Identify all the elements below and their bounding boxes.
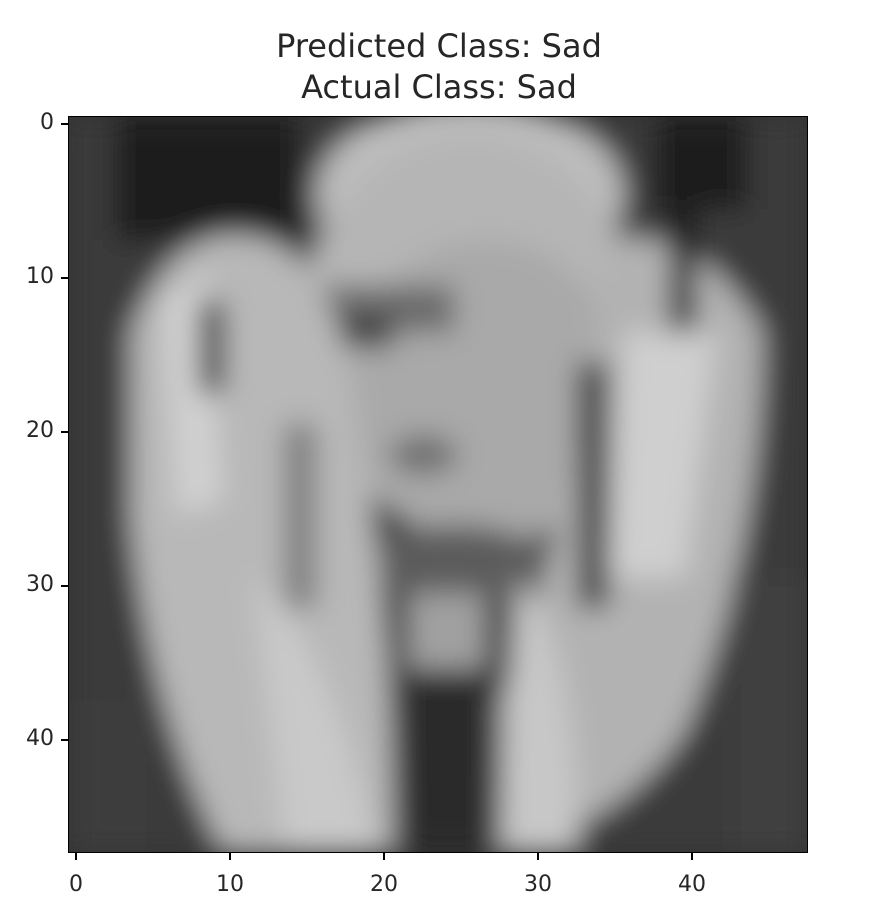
x-tick-label: 0: [69, 872, 83, 897]
grayscale-face-image: [69, 117, 807, 852]
y-tick-label: 40: [26, 726, 54, 751]
y-tick-mark: [61, 123, 68, 125]
x-tick-label: 20: [370, 872, 398, 897]
image-plot-area: [68, 116, 808, 853]
y-tick-label: 20: [26, 418, 54, 443]
x-tick-mark: [537, 853, 539, 860]
x-tick-label: 30: [524, 872, 552, 897]
y-tick-mark: [61, 431, 68, 433]
y-tick-label: 0: [40, 110, 54, 135]
x-tick-mark: [383, 853, 385, 860]
x-tick-mark: [229, 853, 231, 860]
y-tick-mark: [61, 739, 68, 741]
y-tick-label: 30: [26, 572, 54, 597]
x-tick-mark: [75, 853, 77, 860]
y-tick-mark: [61, 277, 68, 279]
plot-title-actual: Actual Class: Sad: [301, 68, 577, 106]
x-tick-mark: [691, 853, 693, 860]
x-tick-label: 10: [216, 872, 244, 897]
y-tick-label: 10: [26, 264, 54, 289]
plot-title-predicted: Predicted Class: Sad: [276, 27, 602, 65]
y-tick-mark: [61, 585, 68, 587]
x-tick-label: 40: [678, 872, 706, 897]
